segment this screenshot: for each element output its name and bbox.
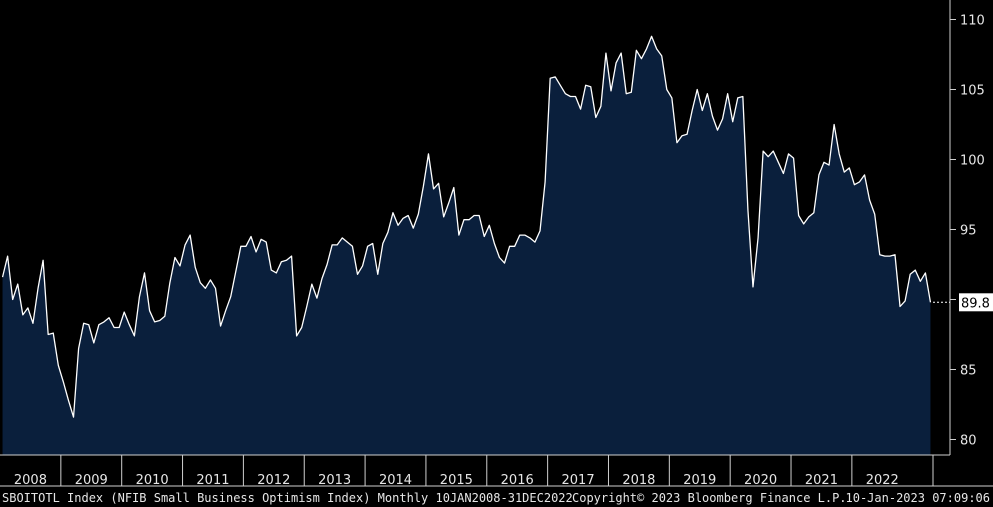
x-tick-label: 2016 bbox=[501, 473, 534, 488]
x-tick-label: 2015 bbox=[440, 473, 473, 488]
x-tick-label: 2010 bbox=[136, 473, 169, 488]
x-tick-label: 2019 bbox=[683, 473, 716, 488]
series-line bbox=[1, 35, 932, 418]
x-tick-label: 2018 bbox=[622, 473, 655, 488]
x-tick-label: 2012 bbox=[257, 473, 290, 488]
copyright-notice: Copyright© 2023 Bloomberg Finance L.P. bbox=[572, 491, 847, 505]
last-value-box bbox=[959, 293, 993, 312]
y-tick-label: 110 bbox=[960, 14, 985, 29]
x-tick-label: 2008 bbox=[14, 473, 47, 488]
y-tick-label: 80 bbox=[960, 434, 977, 449]
chart-footer: SBOITOTL Index (NFIB Small Business Opti… bbox=[0, 489, 993, 507]
x-tick-label: 2021 bbox=[805, 473, 838, 488]
series-description: SBOITOTL Index (NFIB Small Business Opti… bbox=[2, 491, 573, 505]
x-tick-label: 2017 bbox=[562, 473, 595, 488]
x-tick-label: 2014 bbox=[379, 473, 412, 488]
y-tick-label: 100 bbox=[960, 154, 985, 169]
x-tick-label: 2013 bbox=[318, 473, 351, 488]
y-tick-label: 85 bbox=[960, 364, 977, 379]
y-tick-label: 105 bbox=[960, 84, 985, 99]
x-tick-label: 2011 bbox=[196, 473, 229, 488]
series-area bbox=[2, 36, 931, 456]
x-tick-label: 2020 bbox=[744, 473, 777, 488]
x-tick-label: 2009 bbox=[75, 473, 108, 488]
last-value-label: 89.8 bbox=[961, 296, 990, 311]
timestamp: 10-Jan-2023 07:09:06 bbox=[845, 491, 991, 505]
y-tick-label: 95 bbox=[960, 224, 977, 239]
x-tick-label: 2022 bbox=[866, 473, 899, 488]
